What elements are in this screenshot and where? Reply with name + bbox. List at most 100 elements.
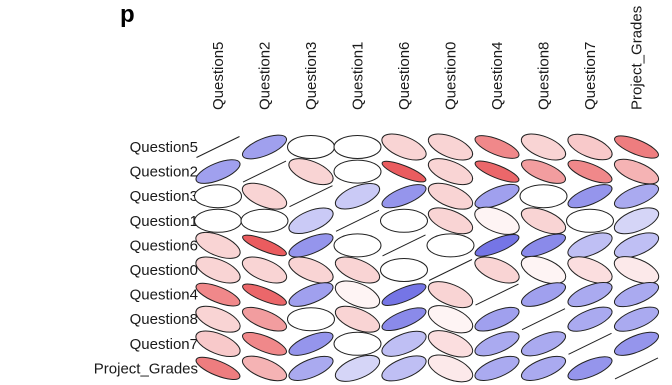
correlation-ellipse xyxy=(613,331,660,356)
correlation-ellipse xyxy=(241,306,288,332)
correlation-ellipse xyxy=(334,280,381,309)
correlation-ellipse xyxy=(520,355,567,381)
correlation-ellipse xyxy=(194,208,242,233)
column-label: Question4 xyxy=(489,42,506,110)
diagonal-line xyxy=(289,185,333,208)
correlation-ellipse xyxy=(241,256,288,284)
correlation-ellipse xyxy=(334,305,381,333)
title-fragment: p xyxy=(120,1,135,28)
correlation-ellipse xyxy=(288,256,334,284)
correlation-ellipse xyxy=(288,355,334,381)
row-label: Question4 xyxy=(130,287,198,304)
row-label: Question6 xyxy=(130,237,198,254)
correlation-ellipse xyxy=(288,207,334,235)
correlation-ellipse xyxy=(567,184,613,209)
correlation-ellipse xyxy=(427,158,474,186)
correlation-ellipse xyxy=(613,256,660,284)
correlation-ellipse xyxy=(242,283,287,306)
correlation-ellipse xyxy=(334,182,381,210)
correlation-ellipse xyxy=(426,233,475,258)
column-label: Question0 xyxy=(443,42,460,110)
row-label: Question0 xyxy=(130,262,198,279)
correlation-ellipse xyxy=(195,356,241,380)
row-label: Question2 xyxy=(130,164,198,181)
correlation-ellipse xyxy=(333,331,382,356)
correlation-ellipse xyxy=(288,158,334,186)
correlation-ellipse xyxy=(519,184,568,209)
correlation-ellipse xyxy=(474,306,520,332)
correlation-ellipse xyxy=(566,208,614,233)
correlation-ellipse xyxy=(474,135,520,159)
correlation-ellipse xyxy=(520,133,567,161)
correlation-ellipse xyxy=(427,133,474,161)
row-label: Question3 xyxy=(130,188,198,205)
diagonal-line xyxy=(382,234,426,257)
correlation-ellipse xyxy=(242,331,287,356)
correlation-ellipse xyxy=(520,255,567,285)
correlation-ellipse xyxy=(381,184,427,209)
correlation-ellipse xyxy=(474,234,520,257)
correlation-ellipse xyxy=(520,207,567,235)
correlation-ellipse xyxy=(240,208,289,233)
column-label: Question5 xyxy=(210,42,227,110)
row-label: Question1 xyxy=(130,213,198,230)
column-label: Question1 xyxy=(350,42,367,110)
column-label: Question6 xyxy=(396,42,413,110)
correlation-ellipse xyxy=(567,356,613,381)
diagonal-line xyxy=(196,136,240,158)
row-label: Question5 xyxy=(130,139,198,156)
diagonal-line xyxy=(335,209,380,232)
correlation-ellipse xyxy=(613,306,660,332)
correlation-ellipse xyxy=(427,207,474,235)
correlation-ellipse xyxy=(381,330,427,357)
correlation-ellipse xyxy=(333,159,382,184)
column-label: Question2 xyxy=(257,42,274,110)
correlation-ellipse xyxy=(241,134,288,160)
correlation-ellipse xyxy=(567,133,613,161)
correlation-ellipse xyxy=(195,305,241,333)
correlation-ellipse xyxy=(427,281,474,309)
column-label: Question7 xyxy=(582,42,599,110)
correlation-ellipse xyxy=(195,282,241,307)
column-label: Project_Grades xyxy=(629,6,646,110)
correlation-ellipse xyxy=(474,256,520,284)
correlation-ellipse xyxy=(427,182,474,210)
correlation-ellipse xyxy=(241,182,288,210)
correlation-ellipse xyxy=(613,282,660,308)
correlation-ellipse xyxy=(334,256,381,284)
correlation-ellipse xyxy=(241,355,288,382)
diagonal-line xyxy=(614,357,659,380)
column-label: Question8 xyxy=(536,42,553,110)
correlation-cells xyxy=(194,133,660,383)
correlation-ellipse xyxy=(474,183,520,209)
diagonal-line xyxy=(475,283,519,306)
diagonal-line xyxy=(242,160,287,183)
correlation-ellipse xyxy=(567,232,613,259)
correlation-ellipse xyxy=(381,355,427,382)
correlation-ellipse xyxy=(567,282,613,308)
diagonal-line xyxy=(568,332,612,355)
correlation-ellipse xyxy=(520,159,567,184)
correlation-ellipse xyxy=(474,355,520,381)
correlation-ellipse xyxy=(521,233,566,258)
correlation-ellipse xyxy=(474,331,520,357)
correlation-ellipse xyxy=(613,183,660,209)
correlation-ellipse xyxy=(195,159,241,184)
correlation-ellipse xyxy=(333,233,382,258)
correlation-ellipse xyxy=(195,231,241,259)
row-labels: Question5 Question2 Question3 Question1 Ques… xyxy=(94,139,198,377)
correlation-ellipse xyxy=(474,160,520,183)
correlation-ellipse xyxy=(380,258,428,282)
correlation-ellipse xyxy=(333,135,382,159)
correlation-ellipse xyxy=(427,354,474,383)
correlation-ellipse xyxy=(287,307,335,332)
diagonal-line xyxy=(428,259,473,281)
correlation-ellipse xyxy=(288,233,334,258)
correlation-ellipse xyxy=(194,184,242,209)
row-label: Question8 xyxy=(130,311,198,328)
correlation-ellipse xyxy=(242,234,287,257)
row-label: Project_Grades xyxy=(94,360,198,377)
correlation-ellipse xyxy=(195,256,241,284)
correlation-ellipse xyxy=(381,307,427,332)
